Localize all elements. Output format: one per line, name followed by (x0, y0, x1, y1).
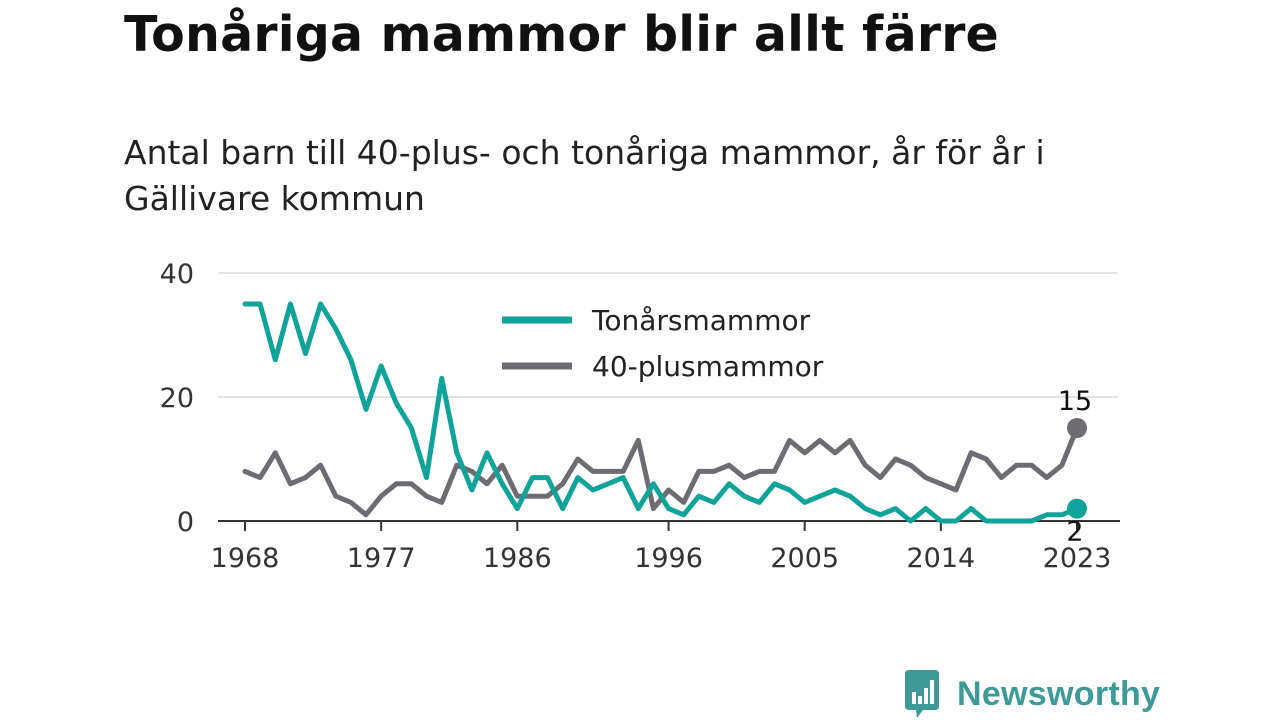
chart-title: Tonåriga mammor blir allt färre (124, 6, 999, 63)
legend: Tonårsmammor 40-plusmammor (502, 304, 824, 383)
series-end-label-0: 2 (1066, 517, 1083, 548)
brand-logo: Newsworthy (901, 668, 1160, 720)
x-tick-label: 2014 (906, 543, 975, 574)
y-axis: 0 20 40 (160, 259, 194, 538)
legend-label-0: Tonårsmammor (591, 304, 811, 337)
x-tick-label: 2023 (1043, 543, 1112, 574)
x-tick-label: 2005 (770, 543, 839, 574)
series-end-label-1: 15 (1058, 386, 1092, 417)
y-tick-label: 0 (177, 507, 194, 538)
x-tick-label: 1977 (347, 543, 416, 574)
legend-label-1: 40-plusmammor (592, 350, 824, 383)
x-tick-label: 1986 (483, 543, 552, 574)
y-tick-label: 40 (160, 259, 194, 290)
series-end-point-1 (1067, 418, 1087, 438)
brand-name: Newsworthy (957, 674, 1161, 713)
x-axis: 1968 1977 1986 1996 2005 2014 2023 (211, 520, 1120, 574)
series-line-0 (242, 301, 1080, 524)
series-end-point-0 (1067, 498, 1087, 519)
x-tick-label: 1996 (634, 543, 703, 574)
series-group: 15 2 (242, 301, 1092, 548)
newsworthy-logo-icon (905, 670, 939, 718)
x-tick-label: 1968 (211, 543, 280, 574)
series-line-1 (242, 425, 1080, 518)
chart-subtitle: Antal barn till 40-plus- och tonåriga ma… (124, 133, 1045, 218)
y-tick-label: 20 (160, 383, 194, 414)
